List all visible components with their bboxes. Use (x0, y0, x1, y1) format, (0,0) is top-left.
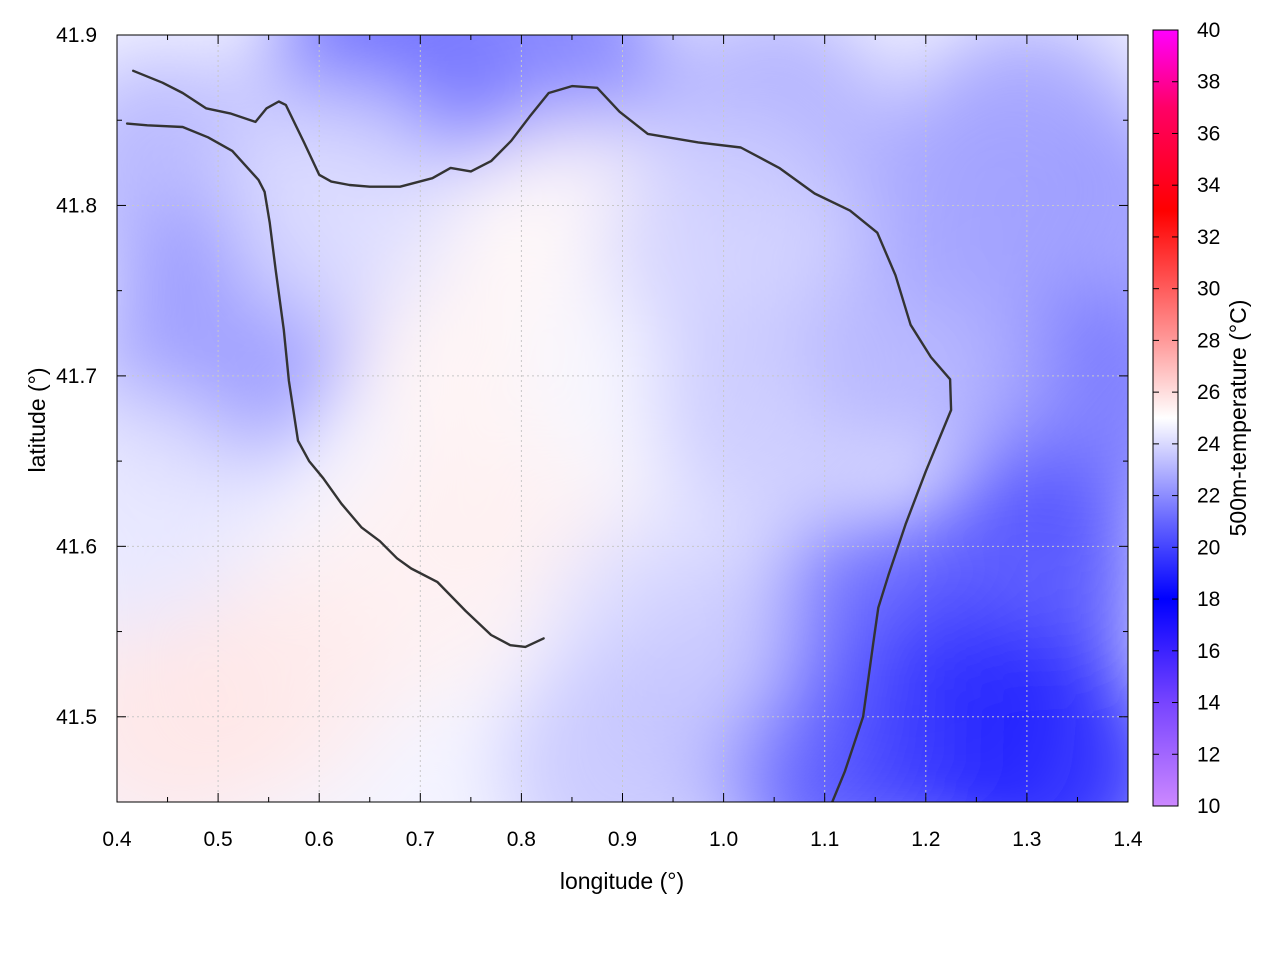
x-tick-label: 0.7 (406, 828, 435, 851)
field-sample (117, 392, 258, 633)
x-tick-label: 0.5 (203, 828, 232, 851)
contour-lines (125, 69, 953, 802)
colorbar: 10 12 14 16 18 20 22 24 26 28 30 32 34 36 38 40 500m-te… (1152, 19, 1251, 818)
colorbar-tick-label: 10 (1197, 795, 1220, 818)
x-tick-label: 0.9 (608, 828, 637, 851)
field-sample (502, 647, 743, 802)
field-sample (856, 85, 1097, 326)
colorbar-tick-label: 32 (1197, 226, 1220, 249)
colorbar-tick-label: 34 (1197, 174, 1221, 197)
y-tick-label: 41.6 (56, 535, 97, 558)
y-tick-label: 41.9 (56, 24, 97, 47)
colorbar-tick-label: 12 (1197, 743, 1220, 766)
colorbar-tick-label: 14 (1197, 692, 1221, 715)
colorbar-tick-label: 30 (1197, 278, 1220, 301)
plot-area (117, 35, 1128, 802)
x-tick-label: 1.0 (709, 828, 738, 851)
colorbar-tick-label: 40 (1197, 19, 1220, 42)
grid (117, 35, 1128, 802)
x-tick-label: 0.4 (102, 828, 132, 851)
colorbar-title: 500m-temperature (°C) (1225, 300, 1251, 537)
x-axis: 0.4 0.5 0.6 0.7 0.8 0.9 1.0 1.1 1.2 1.3 1.4 (102, 35, 1143, 851)
colorbar-tick-label: 16 (1197, 640, 1220, 663)
y-axis-title: latitude (°) (24, 367, 50, 472)
temperature-field (117, 35, 1128, 802)
colorbar-tick-label: 24 (1197, 433, 1221, 456)
colorbar-ticks: 10 12 14 16 18 20 22 24 26 28 30 32 34 36 38 40 (1153, 19, 1221, 818)
colorbar-tick-label: 20 (1197, 536, 1220, 559)
colorbar-scale (1153, 30, 1178, 806)
colorbar-tick-label: 36 (1197, 122, 1220, 145)
colorbar-tick-label: 26 (1197, 381, 1220, 404)
colorbar-tick-label: 38 (1197, 71, 1220, 94)
field-sample (937, 647, 1128, 802)
y-tick-label: 41.7 (56, 365, 97, 388)
x-tick-label: 1.3 (1012, 828, 1041, 851)
x-tick-label: 1.2 (911, 828, 940, 851)
colorbar-tick-label: 18 (1197, 588, 1220, 611)
y-tick-label: 41.8 (56, 194, 97, 217)
x-tick-label: 1.1 (810, 828, 839, 851)
colorbar-tick-label: 28 (1197, 329, 1220, 352)
x-tick-label: 0.6 (305, 828, 334, 851)
contour-line (125, 122, 545, 649)
contour-line (132, 69, 953, 802)
y-tick-label: 41.5 (56, 706, 97, 729)
y-axis: 41.5 41.6 41.7 41.8 41.9 (56, 24, 1128, 729)
field-sample (219, 85, 460, 326)
field-sample (117, 596, 288, 802)
x-tick-label: 1.4 (1113, 828, 1143, 851)
colorbar-tick-label: 22 (1197, 485, 1220, 508)
x-axis-title: longitude (°) (560, 868, 684, 894)
x-tick-label: 0.8 (507, 828, 536, 851)
colorbar-frame (1152, 29, 1179, 807)
